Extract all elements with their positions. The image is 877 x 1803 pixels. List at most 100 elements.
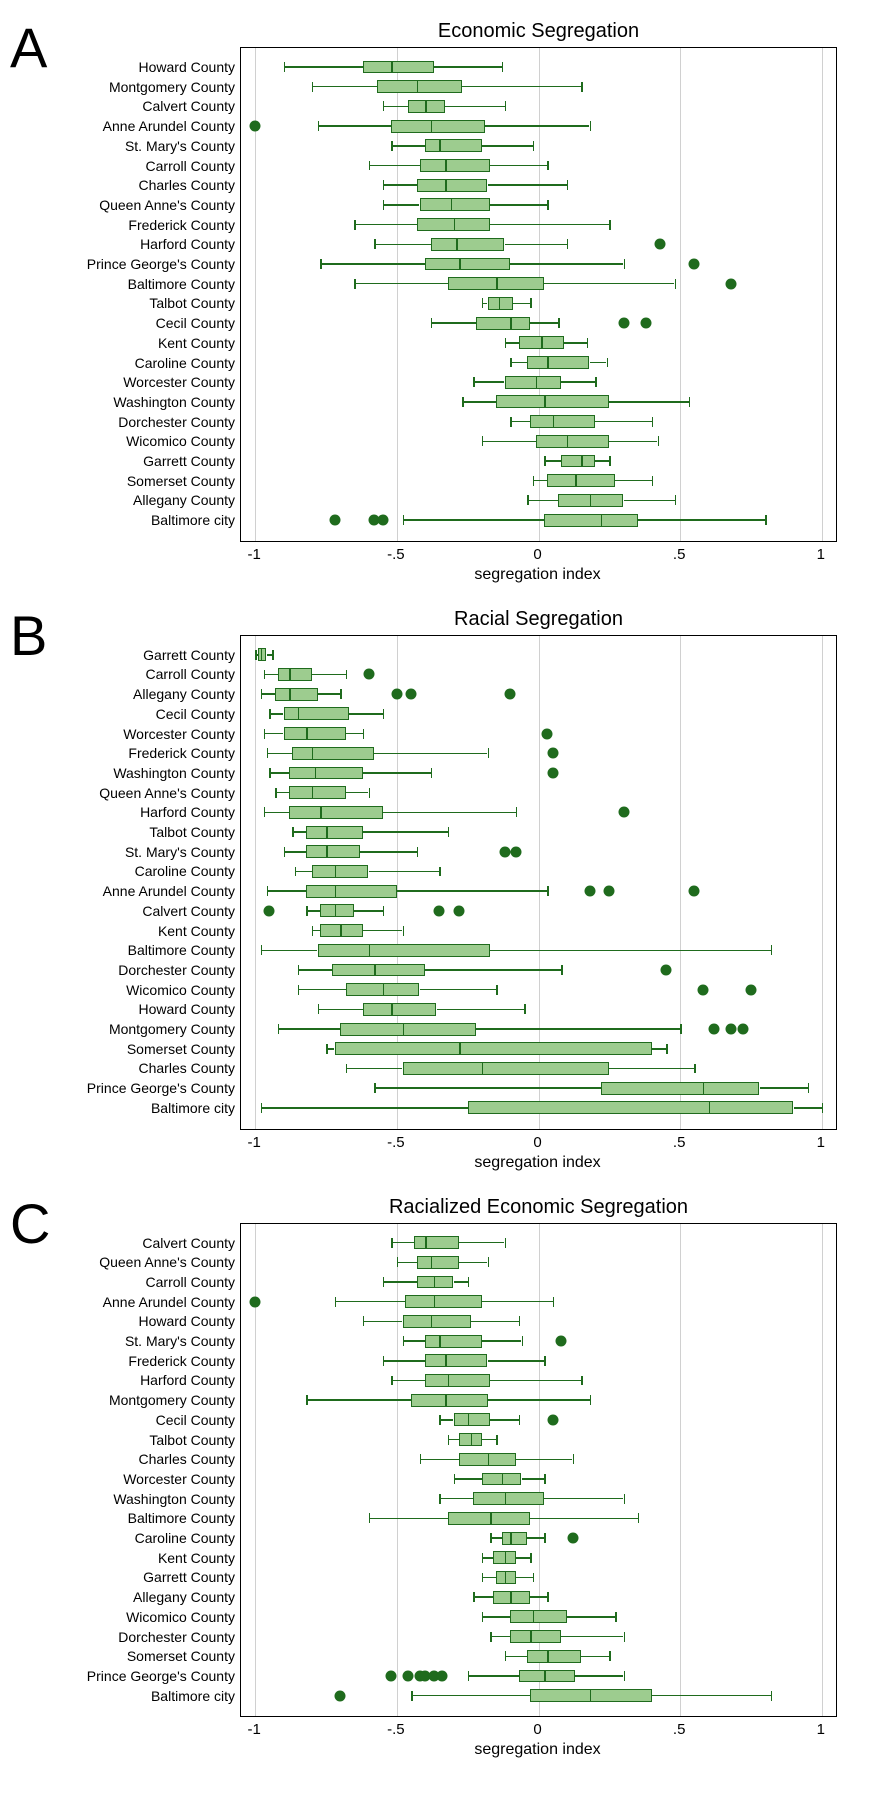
whisker-cap xyxy=(553,1297,555,1307)
whisker-cap xyxy=(326,1044,328,1054)
median-line xyxy=(289,688,291,701)
whisker-upper xyxy=(318,693,341,695)
box xyxy=(335,1042,652,1055)
median-line xyxy=(340,924,342,937)
whisker-upper xyxy=(561,381,595,383)
row-label: Worcester County xyxy=(123,374,241,390)
whisker-lower xyxy=(411,1695,530,1697)
row-label: Harford County xyxy=(140,236,241,252)
row-label: Queen Anne's County xyxy=(99,785,241,801)
whisker-upper xyxy=(490,165,547,167)
whisker-cap xyxy=(505,338,507,348)
row-label: Anne Arundel County xyxy=(103,118,241,134)
median-line xyxy=(417,80,419,93)
whisker-cap xyxy=(558,318,560,328)
median-line xyxy=(261,648,263,661)
median-line xyxy=(335,904,337,917)
outlier-point xyxy=(437,1670,448,1681)
whisker-cap xyxy=(269,709,271,719)
median-line xyxy=(581,455,583,468)
box xyxy=(527,1650,581,1663)
whisker-upper xyxy=(445,106,505,108)
whisker-upper xyxy=(510,263,623,265)
box xyxy=(414,1236,459,1249)
median-line xyxy=(456,238,458,251)
median-line xyxy=(505,1551,507,1564)
row-label: Prince George's County xyxy=(87,256,241,272)
outlier-point xyxy=(697,984,708,995)
whisker-cap xyxy=(335,1297,337,1307)
median-line xyxy=(482,1062,484,1075)
whisker-cap xyxy=(595,377,597,387)
box xyxy=(448,1512,530,1525)
whisker-cap xyxy=(318,121,320,131)
gridline xyxy=(680,636,681,1129)
outlier-point xyxy=(403,1670,414,1681)
whisker-cap xyxy=(482,1553,484,1563)
median-line xyxy=(553,415,555,428)
whisker-cap xyxy=(439,1415,441,1425)
row-label: Wicomico County xyxy=(126,982,241,998)
outlier-point xyxy=(377,515,388,526)
median-line xyxy=(431,120,433,133)
whisker-cap xyxy=(255,650,257,660)
whisker-upper xyxy=(527,1537,544,1539)
box xyxy=(473,1492,544,1505)
outlier-point xyxy=(547,1414,558,1425)
whisker-cap xyxy=(609,1651,611,1661)
whisker-cap xyxy=(590,1395,592,1405)
row-label: Calvert County xyxy=(142,903,241,919)
whisker-upper xyxy=(374,753,487,755)
box xyxy=(519,1670,576,1683)
panel-title: Racialized Economic Segregation xyxy=(220,1196,857,1219)
panel-B: BRacial SegregationGarrett CountyCarroll… xyxy=(20,608,857,1172)
whisker-upper xyxy=(516,1557,530,1559)
whisker-lower xyxy=(397,1262,417,1264)
whisker-lower xyxy=(346,1068,403,1070)
panel-title: Racial Segregation xyxy=(220,608,857,631)
outlier-point xyxy=(689,259,700,270)
box xyxy=(289,806,383,819)
median-line xyxy=(590,1689,592,1702)
whisker-cap xyxy=(420,1454,422,1464)
x-tick-label: 0 xyxy=(533,1721,541,1738)
median-line xyxy=(547,1650,549,1663)
median-line xyxy=(403,1023,405,1036)
whisker-cap xyxy=(482,1573,484,1583)
row-label: Baltimore County xyxy=(128,1510,241,1526)
whisker-upper xyxy=(530,1518,638,1520)
outlier-point xyxy=(329,515,340,526)
whisker-upper xyxy=(312,674,346,676)
median-line xyxy=(541,336,543,349)
box xyxy=(425,258,510,271)
whisker-cap xyxy=(264,729,266,739)
whisker-cap xyxy=(675,495,677,505)
whisker-lower xyxy=(383,204,420,206)
panel-A: AEconomic SegregationHoward CountyMontgo… xyxy=(20,20,857,584)
outlier-point xyxy=(567,1533,578,1544)
whisker-cap xyxy=(411,1691,413,1701)
chart-area: Calvert CountyQueen Anne's CountyCarroll… xyxy=(240,1223,837,1718)
whisker-cap xyxy=(261,689,263,699)
x-tick-label: .5 xyxy=(673,546,686,563)
whisker-upper xyxy=(624,500,675,502)
x-tick-label: 1 xyxy=(817,546,825,563)
outlier-point xyxy=(391,689,402,700)
whisker-cap xyxy=(306,906,308,916)
whisker-cap xyxy=(439,1494,441,1504)
median-line xyxy=(510,1591,512,1604)
whisker-cap xyxy=(666,1044,668,1054)
row-label: Washington County xyxy=(113,394,241,410)
outlier-point xyxy=(641,318,652,329)
outlier-point xyxy=(510,846,521,857)
whisker-cap xyxy=(547,886,549,896)
whisker-lower xyxy=(383,184,417,186)
whisker-cap xyxy=(397,1257,399,1267)
median-line xyxy=(544,1670,546,1683)
whisker-cap xyxy=(624,1671,626,1681)
whisker-upper xyxy=(346,792,369,794)
whisker-cap xyxy=(573,1454,575,1464)
whisker-lower xyxy=(505,342,519,344)
whisker-lower xyxy=(454,1478,482,1480)
outlier-point xyxy=(505,689,516,700)
